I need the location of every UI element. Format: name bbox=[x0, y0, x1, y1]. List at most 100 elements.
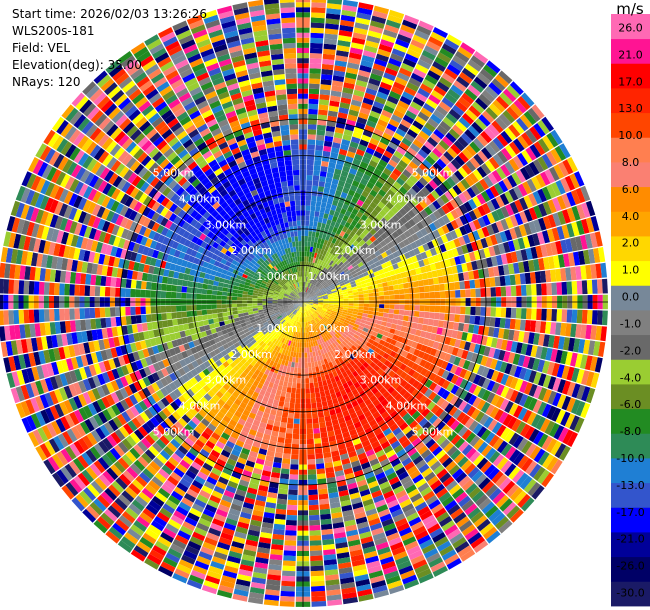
range-gate bbox=[323, 48, 336, 55]
range-gate bbox=[385, 249, 393, 256]
range-gate bbox=[421, 186, 431, 197]
range-gate bbox=[362, 173, 371, 182]
range-gate bbox=[311, 12, 326, 19]
range-gate bbox=[368, 296, 375, 301]
range-gate bbox=[439, 351, 447, 361]
range-gate bbox=[518, 261, 525, 273]
range-gate bbox=[355, 222, 362, 230]
range-gate bbox=[459, 281, 466, 290]
range-gate bbox=[307, 298, 313, 301]
range-gate bbox=[471, 101, 485, 114]
range-gate bbox=[454, 50, 470, 63]
range-gate bbox=[446, 345, 454, 355]
range-gate bbox=[340, 191, 348, 199]
range-gate bbox=[437, 342, 445, 351]
range-gate bbox=[399, 186, 408, 195]
range-gate bbox=[438, 139, 450, 151]
range-gate bbox=[531, 284, 537, 296]
range-gate bbox=[297, 373, 301, 379]
range-gate bbox=[342, 309, 348, 313]
range-gate bbox=[553, 335, 560, 349]
range-gate bbox=[475, 97, 488, 110]
range-gate bbox=[438, 320, 445, 328]
range-gate bbox=[375, 146, 386, 155]
range-gate bbox=[420, 218, 429, 228]
range-gate bbox=[556, 226, 565, 240]
range-gate bbox=[319, 278, 324, 284]
range-gate bbox=[352, 311, 358, 315]
range-gate bbox=[317, 119, 327, 126]
range-gate bbox=[410, 39, 425, 50]
range-gate bbox=[517, 135, 529, 149]
range-gate bbox=[444, 68, 458, 80]
range-gate bbox=[478, 325, 485, 335]
range-gate bbox=[450, 84, 464, 96]
range-gate bbox=[486, 60, 501, 74]
range-gate bbox=[368, 307, 374, 312]
range-gate bbox=[420, 227, 428, 237]
range-gate bbox=[428, 94, 441, 105]
range-gate bbox=[373, 224, 381, 232]
range-gate bbox=[285, 433, 293, 439]
range-gate bbox=[317, 186, 325, 192]
range-gate bbox=[381, 321, 387, 327]
range-gate bbox=[424, 264, 432, 273]
ray bbox=[303, 27, 448, 302]
range-gate bbox=[504, 275, 511, 286]
ray bbox=[303, 216, 600, 302]
range-gate bbox=[449, 313, 455, 322]
range-gate bbox=[475, 288, 481, 298]
range-gate bbox=[314, 448, 323, 454]
range-gate bbox=[364, 169, 374, 177]
range-gate bbox=[439, 260, 447, 269]
range-gate bbox=[388, 9, 405, 20]
range-gate bbox=[336, 158, 345, 166]
range-gate bbox=[286, 509, 298, 516]
range-gate bbox=[446, 249, 454, 259]
range-gate bbox=[277, 493, 288, 500]
range-gate bbox=[402, 114, 415, 125]
range-gate bbox=[312, 304, 318, 307]
range-gate bbox=[313, 299, 319, 301]
range-gate bbox=[344, 210, 352, 217]
range-gate bbox=[446, 147, 458, 159]
range-gate bbox=[370, 322, 377, 328]
range-gate bbox=[528, 207, 538, 221]
range-gate bbox=[412, 224, 420, 233]
range-gate bbox=[565, 351, 573, 366]
range-gate bbox=[306, 438, 314, 445]
range-gate bbox=[328, 299, 334, 302]
range-gate bbox=[429, 247, 438, 256]
range-gate bbox=[332, 293, 338, 297]
range-gate bbox=[509, 227, 518, 240]
range-gate bbox=[414, 305, 420, 311]
range-gate bbox=[454, 195, 464, 207]
range-gate bbox=[573, 338, 581, 353]
range-gate bbox=[327, 293, 333, 296]
range-gate bbox=[326, 278, 332, 284]
range-gate bbox=[299, 342, 302, 348]
range-gate bbox=[337, 253, 343, 260]
range-gate bbox=[552, 197, 562, 212]
range-gate bbox=[433, 109, 445, 121]
range-gate bbox=[328, 236, 334, 243]
range-gate bbox=[317, 412, 325, 418]
range-gate bbox=[506, 106, 520, 120]
range-gate bbox=[334, 168, 342, 176]
range-gate bbox=[317, 295, 323, 298]
range-gate bbox=[342, 87, 354, 95]
range-gate bbox=[320, 255, 325, 261]
range-gate bbox=[357, 252, 364, 259]
range-gate bbox=[395, 227, 404, 236]
range-gate bbox=[308, 283, 312, 289]
range-gate bbox=[498, 70, 513, 84]
range-gate bbox=[459, 204, 469, 215]
range-gate bbox=[393, 150, 404, 160]
range-gate bbox=[318, 488, 328, 495]
range-gate bbox=[317, 284, 323, 289]
range-gate bbox=[476, 193, 486, 205]
range-gate bbox=[375, 193, 384, 201]
range-gate bbox=[495, 372, 505, 384]
range-gate bbox=[374, 304, 380, 308]
range-gate bbox=[399, 224, 408, 233]
